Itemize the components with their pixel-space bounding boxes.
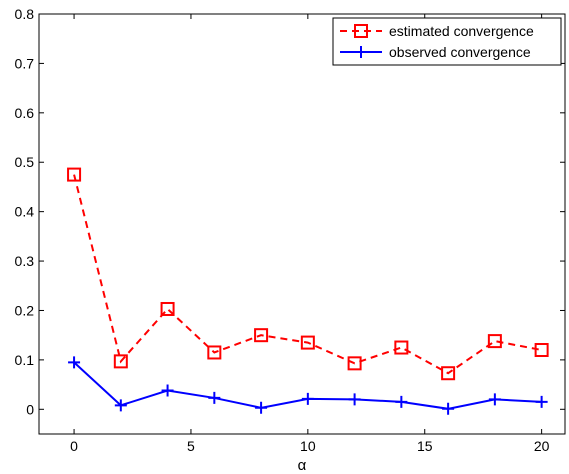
legend-label: estimated convergence <box>389 23 534 39</box>
data-point-marker <box>113 354 128 369</box>
y-tick-label: 0.4 <box>15 204 35 220</box>
data-point-marker <box>488 393 501 406</box>
data-point-marker <box>254 328 269 343</box>
x-axis-label: α <box>298 457 307 474</box>
y-tick-label: 0.5 <box>15 154 35 170</box>
data-point-marker <box>535 395 548 408</box>
legend-item: estimated convergence <box>340 23 534 39</box>
legend-marker <box>355 46 367 58</box>
data-point-marker <box>395 395 408 408</box>
y-axis-ticks: 0 0.1 0.2 0.3 0.4 0.5 0.6 0.7 0.8 <box>15 6 565 417</box>
series-line <box>73 174 542 375</box>
data-point-marker <box>300 335 315 350</box>
plot-area <box>38 13 566 435</box>
y-tick-label: 0.8 <box>15 6 35 22</box>
x-tick-label: 20 <box>534 438 550 454</box>
data-point-marker <box>441 366 456 381</box>
data-point-marker <box>348 393 361 406</box>
data-point-marker <box>207 345 222 360</box>
y-tick-label: 0 <box>26 401 34 417</box>
data-point-marker <box>160 301 175 316</box>
y-tick-label: 0.7 <box>15 55 35 71</box>
data-point-marker <box>394 340 409 355</box>
series-estimated-convergence <box>67 167 549 381</box>
legend: estimated convergence observed convergenc… <box>332 17 562 66</box>
data-point-marker <box>487 334 502 349</box>
x-tick-label: 10 <box>300 438 316 454</box>
legend-items: estimated convergence observed convergenc… <box>340 23 534 60</box>
x-tick-label: 15 <box>417 438 433 454</box>
data-point-marker <box>255 401 268 414</box>
legend-marker <box>354 24 368 38</box>
y-tick-label: 0.6 <box>15 105 35 121</box>
x-axis-ticks: 0 5 10 15 20 <box>70 14 550 454</box>
data-point-marker <box>347 356 362 371</box>
y-tick-label: 0.1 <box>15 352 35 368</box>
data-point-marker <box>67 167 82 182</box>
legend-box <box>332 17 562 66</box>
data-point-marker <box>208 391 221 404</box>
x-tick-label: 5 <box>187 438 195 454</box>
series-observed-convergence <box>68 356 548 415</box>
data-point-marker <box>161 384 174 397</box>
data-point-marker <box>534 343 549 357</box>
x-tick-label: 0 <box>70 438 78 454</box>
data-point-marker <box>114 399 127 412</box>
legend-label: observed convergence <box>389 44 531 60</box>
data-point-marker <box>301 392 314 405</box>
y-tick-label: 0.2 <box>15 302 35 318</box>
series-layer <box>67 167 549 415</box>
y-tick-label: 0.3 <box>15 253 35 269</box>
legend-item: observed convergence <box>340 44 531 60</box>
data-point-marker <box>68 356 81 369</box>
data-point-marker <box>442 402 455 415</box>
